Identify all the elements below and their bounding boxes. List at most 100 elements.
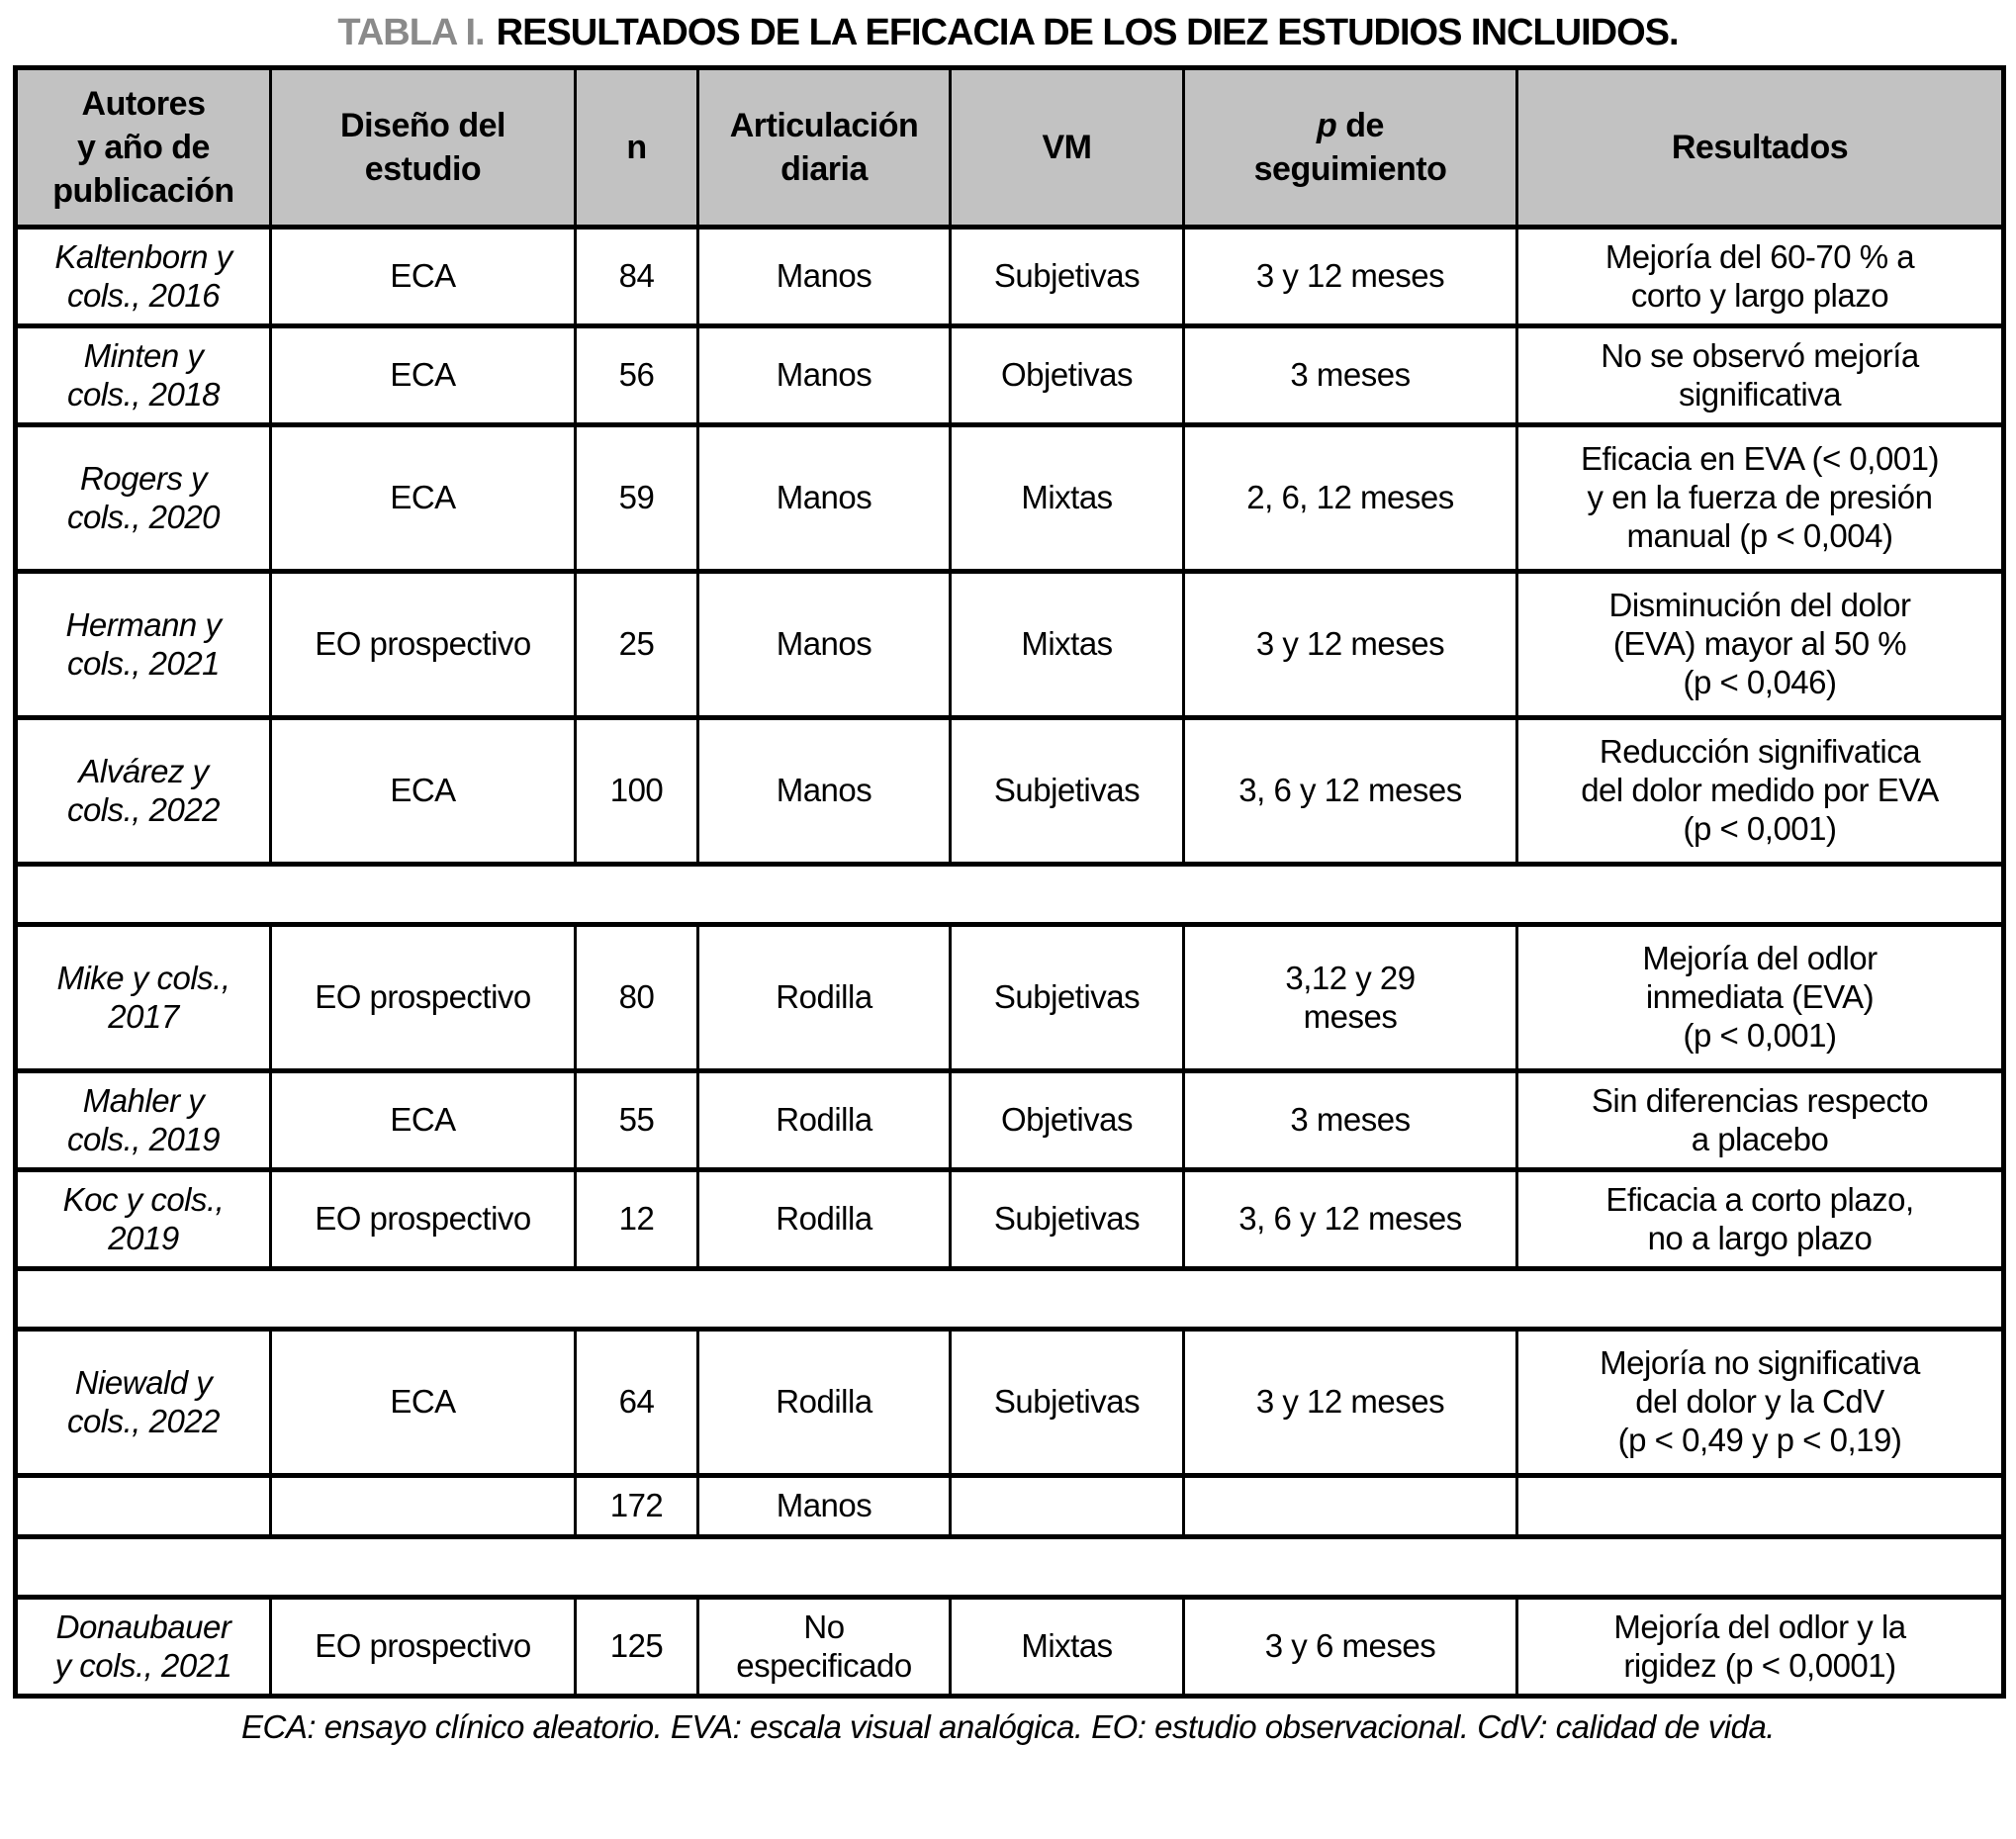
cell-followup: 3, 6 y 12 meses <box>1182 1167 1518 1271</box>
table-row: Kaltenborn y cols., 2016 ECA 84 Manos Subjet… <box>14 225 2005 328</box>
cell-followup: 3 meses <box>1182 323 1518 427</box>
cell-results: Reducción signifivatica del dolor medido… <box>1515 715 2005 867</box>
cell-design: EO prospectivo <box>269 1167 577 1271</box>
cell-author: Hermann y cols., 2021 <box>14 569 272 720</box>
header-design: Diseño del estudio <box>269 65 577 230</box>
cell-followup: 3 y 12 meses <box>1182 225 1518 328</box>
table-row: Mike y cols., 2017 EO prospectivo 80 Rodill… <box>14 922 2005 1073</box>
cell-author: Donaubauer y cols., 2021 <box>14 1595 272 1699</box>
cell-results: Mejoría del odlor y la rigidez (p < 0,00… <box>1515 1595 2005 1699</box>
cell-author: Alvárez y cols., 2022 <box>14 715 272 867</box>
cell-followup: 3 y 12 meses <box>1182 1327 1518 1478</box>
cell-design: EO prospectivo <box>269 922 577 1073</box>
cell-results: No se observó mejoría significativa <box>1515 323 2005 427</box>
cell-joint: Manos <box>696 569 952 720</box>
cell-n: 172 <box>574 1473 699 1539</box>
table-row: Donaubauer y cols., 2021 EO prospectivo 12… <box>14 1595 2005 1699</box>
cell-n: 59 <box>574 422 699 574</box>
cell-author: Minten y cols., 2018 <box>14 323 272 427</box>
cell-followup: 3, 6 y 12 meses <box>1182 715 1518 867</box>
cell-n: 80 <box>574 922 699 1073</box>
table-title-label: TABLA I. <box>337 12 485 53</box>
cell-vm: Subjetivas <box>949 922 1185 1073</box>
cell-joint: Manos <box>696 323 952 427</box>
cell-design: ECA <box>269 323 577 427</box>
cell-results: Mejoría no significativa del dolor y la … <box>1515 1327 2005 1478</box>
cell-design: EO prospectivo <box>269 569 577 720</box>
cell-n: 56 <box>574 323 699 427</box>
cell-vm: Subjetivas <box>949 1327 1185 1478</box>
cell-vm: Subjetivas <box>949 715 1185 867</box>
cell-n: 84 <box>574 225 699 328</box>
cell-author <box>14 1473 272 1539</box>
cell-followup: 3,12 y 29 meses <box>1182 922 1518 1073</box>
table-row: Mahler y cols., 2019 ECA 55 Rodilla Objetiva… <box>14 1068 2005 1172</box>
cell-vm: Objetivas <box>949 323 1185 427</box>
cell-author: Rogers y cols., 2020 <box>14 422 272 574</box>
cell-vm: Mixtas <box>949 1595 1185 1699</box>
cell-followup: 3 meses <box>1182 1068 1518 1172</box>
header-n: n <box>574 65 699 230</box>
table-row: Rogers y cols., 2020 ECA 59 Manos Mixtas 2, 6… <box>14 422 2005 574</box>
separator-row <box>14 862 2005 927</box>
cell-author: Mahler y cols., 2019 <box>14 1068 272 1172</box>
cell-vm: Mixtas <box>949 569 1185 720</box>
cell-results: Mejoría del 60-70 % a corto y largo plaz… <box>1515 225 2005 328</box>
cell-design <box>269 1473 577 1539</box>
table-row: 172 Manos <box>14 1473 2005 1539</box>
table-title-text: RESULTADOS DE LA EFICACIA DE LOS DIEZ ES… <box>496 12 1680 53</box>
header-vm: VM <box>949 65 1185 230</box>
cell-followup: 3 y 12 meses <box>1182 569 1518 720</box>
header-followup-p: p <box>1317 106 1337 144</box>
cell-results: Eficacia en EVA (< 0,001) y en la fuerza… <box>1515 422 2005 574</box>
cell-followup: 3 y 6 meses <box>1182 1595 1518 1699</box>
cell-joint: Rodilla <box>696 922 952 1073</box>
cell-joint: Manos <box>696 422 952 574</box>
cell-results: Eficacia a corto plazo, no a largo plazo <box>1515 1167 2005 1271</box>
cell-author: Mike y cols., 2017 <box>14 922 272 1073</box>
cell-vm <box>949 1473 1185 1539</box>
cell-n: 125 <box>574 1595 699 1699</box>
cell-vm: Objetivas <box>949 1068 1185 1172</box>
cell-vm: Subjetivas <box>949 225 1185 328</box>
cell-results <box>1515 1473 2005 1539</box>
table-row: Koc y cols., 2019 EO prospectivo 12 Rodilla… <box>14 1167 2005 1271</box>
header-followup: p de seguimiento <box>1182 65 1518 230</box>
header-row: Autores y año de publicación Diseño del … <box>14 65 2005 230</box>
table-row: Hermann y cols., 2021 EO prospectivo 25 Man… <box>14 569 2005 720</box>
cell-joint: Rodilla <box>696 1167 952 1271</box>
cell-n: 55 <box>574 1068 699 1172</box>
efficacy-results-table: Autores y año de publicación Diseño del … <box>13 65 2006 1699</box>
cell-results: Mejoría del odlor inmediata (EVA) (p < 0… <box>1515 922 2005 1073</box>
cell-followup <box>1182 1473 1518 1539</box>
cell-design: ECA <box>269 1327 577 1478</box>
cell-n: 25 <box>574 569 699 720</box>
table-row: Minten y cols., 2018 ECA 56 Manos Objetivas 3… <box>14 323 2005 427</box>
header-followup-rest: de seguimiento <box>1253 106 1447 188</box>
table-row: Alvárez y cols., 2022 ECA 100 Manos Subjetiv… <box>14 715 2005 867</box>
cell-joint: No especificado <box>696 1595 952 1699</box>
header-authors: Autores y año de publicación <box>14 65 272 230</box>
table-footnote: ECA: ensayo clínico aleatorio. EVA: esca… <box>241 1708 1775 1745</box>
separator-cell <box>14 862 2005 927</box>
separator-cell <box>14 1266 2005 1332</box>
cell-vm: Subjetivas <box>949 1167 1185 1271</box>
separator-cell <box>14 1534 2005 1600</box>
cell-design: ECA <box>269 1068 577 1172</box>
cell-design: ECA <box>269 225 577 328</box>
cell-design: ECA <box>269 715 577 867</box>
cell-author: Kaltenborn y cols., 2016 <box>14 225 272 328</box>
cell-followup: 2, 6, 12 meses <box>1182 422 1518 574</box>
cell-joint: Manos <box>696 225 952 328</box>
cell-n: 64 <box>574 1327 699 1478</box>
cell-joint: Rodilla <box>696 1068 952 1172</box>
cell-author: Niewald y cols., 2022 <box>14 1327 272 1478</box>
cell-author: Koc y cols., 2019 <box>14 1167 272 1271</box>
cell-results: Sin diferencias respecto a placebo <box>1515 1068 2005 1172</box>
cell-results: Disminución del dolor (EVA) mayor al 50 … <box>1515 569 2005 720</box>
separator-row <box>14 1534 2005 1600</box>
table-row: Niewald y cols., 2022 ECA 64 Rodilla Subjeti… <box>14 1327 2005 1478</box>
cell-n: 12 <box>574 1167 699 1271</box>
header-joint: Articulación diaria <box>696 65 952 230</box>
cell-joint: Rodilla <box>696 1327 952 1478</box>
